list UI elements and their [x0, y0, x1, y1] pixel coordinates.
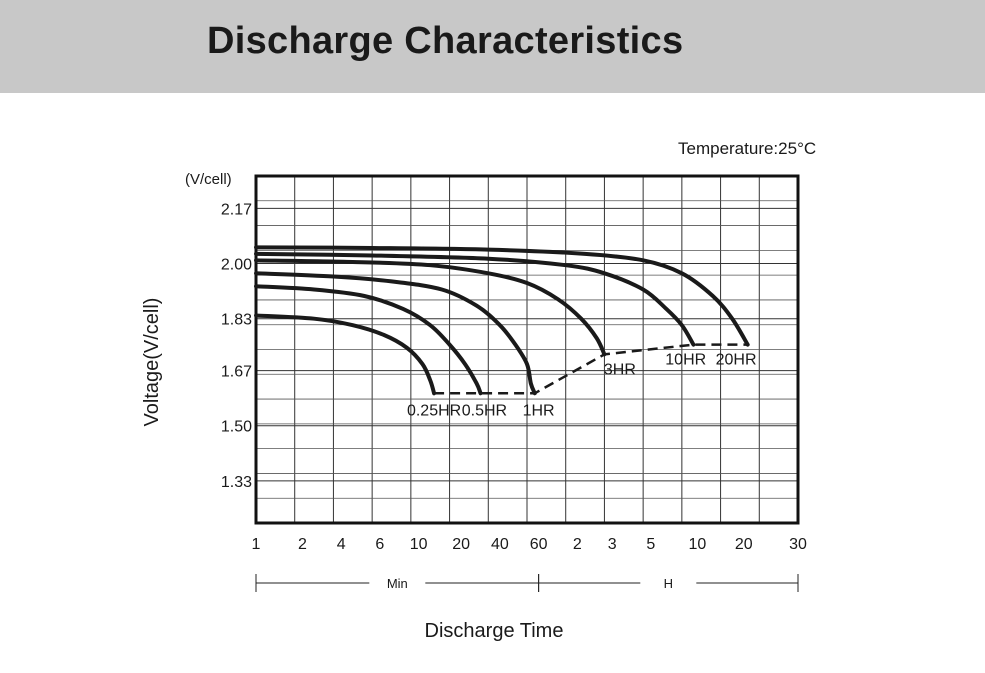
curve-label: 0.5HR: [462, 402, 507, 419]
x-tick-label: 3: [608, 536, 617, 553]
curve-label: 10HR: [665, 352, 706, 369]
page-title: Discharge Characteristics: [207, 20, 684, 62]
y-tick-label: 1.67: [221, 364, 252, 381]
y-tick-label: 1.83: [221, 312, 252, 329]
x-tick-labels: 1 2 4 6 10 20 40 60 2 3 5 10 20 30: [252, 536, 807, 553]
temperature-label: Temperature:25°C: [678, 139, 816, 158]
range-label: H: [664, 576, 673, 591]
range-label: Min: [387, 576, 408, 591]
y-tick-label: 1.33: [221, 474, 252, 491]
x-tick-label: 20: [452, 536, 470, 553]
x-tick-label: 20: [735, 536, 753, 553]
curve-label: 1HR: [523, 402, 555, 419]
x-tick-label: 10: [410, 536, 428, 553]
x-tick-label: 2: [573, 536, 582, 553]
x-tick-label: 5: [646, 536, 655, 553]
y-tick-label: 2.00: [221, 257, 252, 274]
y-unit-label: (V/cell): [185, 171, 232, 188]
curve-0-5hr: [254, 284, 483, 396]
x-tick-label: 4: [337, 536, 346, 553]
x-tick-label: 40: [491, 536, 509, 553]
curve-label: 0.25HR: [407, 402, 461, 419]
curve-label: 3HR: [604, 361, 636, 378]
plot-frame: [254, 174, 800, 525]
x-range-brackets: Min H: [255, 574, 799, 592]
x-tick-label: 2: [298, 536, 307, 553]
cutoff-curve: [434, 343, 748, 395]
y-axis-title: Voltage(V/cell): [141, 298, 163, 427]
x-tick-label: 60: [530, 536, 548, 553]
y-tick-labels: 2.17 2.00 1.83 1.67 1.50 1.33: [221, 201, 252, 490]
x-tick-label: 6: [375, 536, 384, 553]
curve-20hr: [254, 245, 750, 347]
x-tick-label: 10: [688, 536, 706, 553]
y-tick-label: 2.17: [221, 201, 252, 218]
discharge-curves: [254, 245, 750, 396]
curve-1hr: [254, 271, 537, 396]
curve-labels: 0.25HR 0.5HR 1HR 3HR 10HR 20HR: [407, 352, 757, 420]
x-tick-label: 30: [789, 536, 807, 553]
header-bar: Discharge Characteristics: [0, 0, 985, 93]
x-axis-title: Discharge Time: [425, 620, 564, 642]
curve-3hr: [254, 258, 607, 357]
y-tick-label: 1.50: [221, 419, 252, 436]
curve-label: 20HR: [716, 352, 757, 369]
chart-grid: [256, 176, 798, 523]
curve-10hr: [254, 251, 696, 347]
x-tick-label: 1: [252, 536, 261, 553]
curve-0-25hr: [254, 313, 437, 396]
